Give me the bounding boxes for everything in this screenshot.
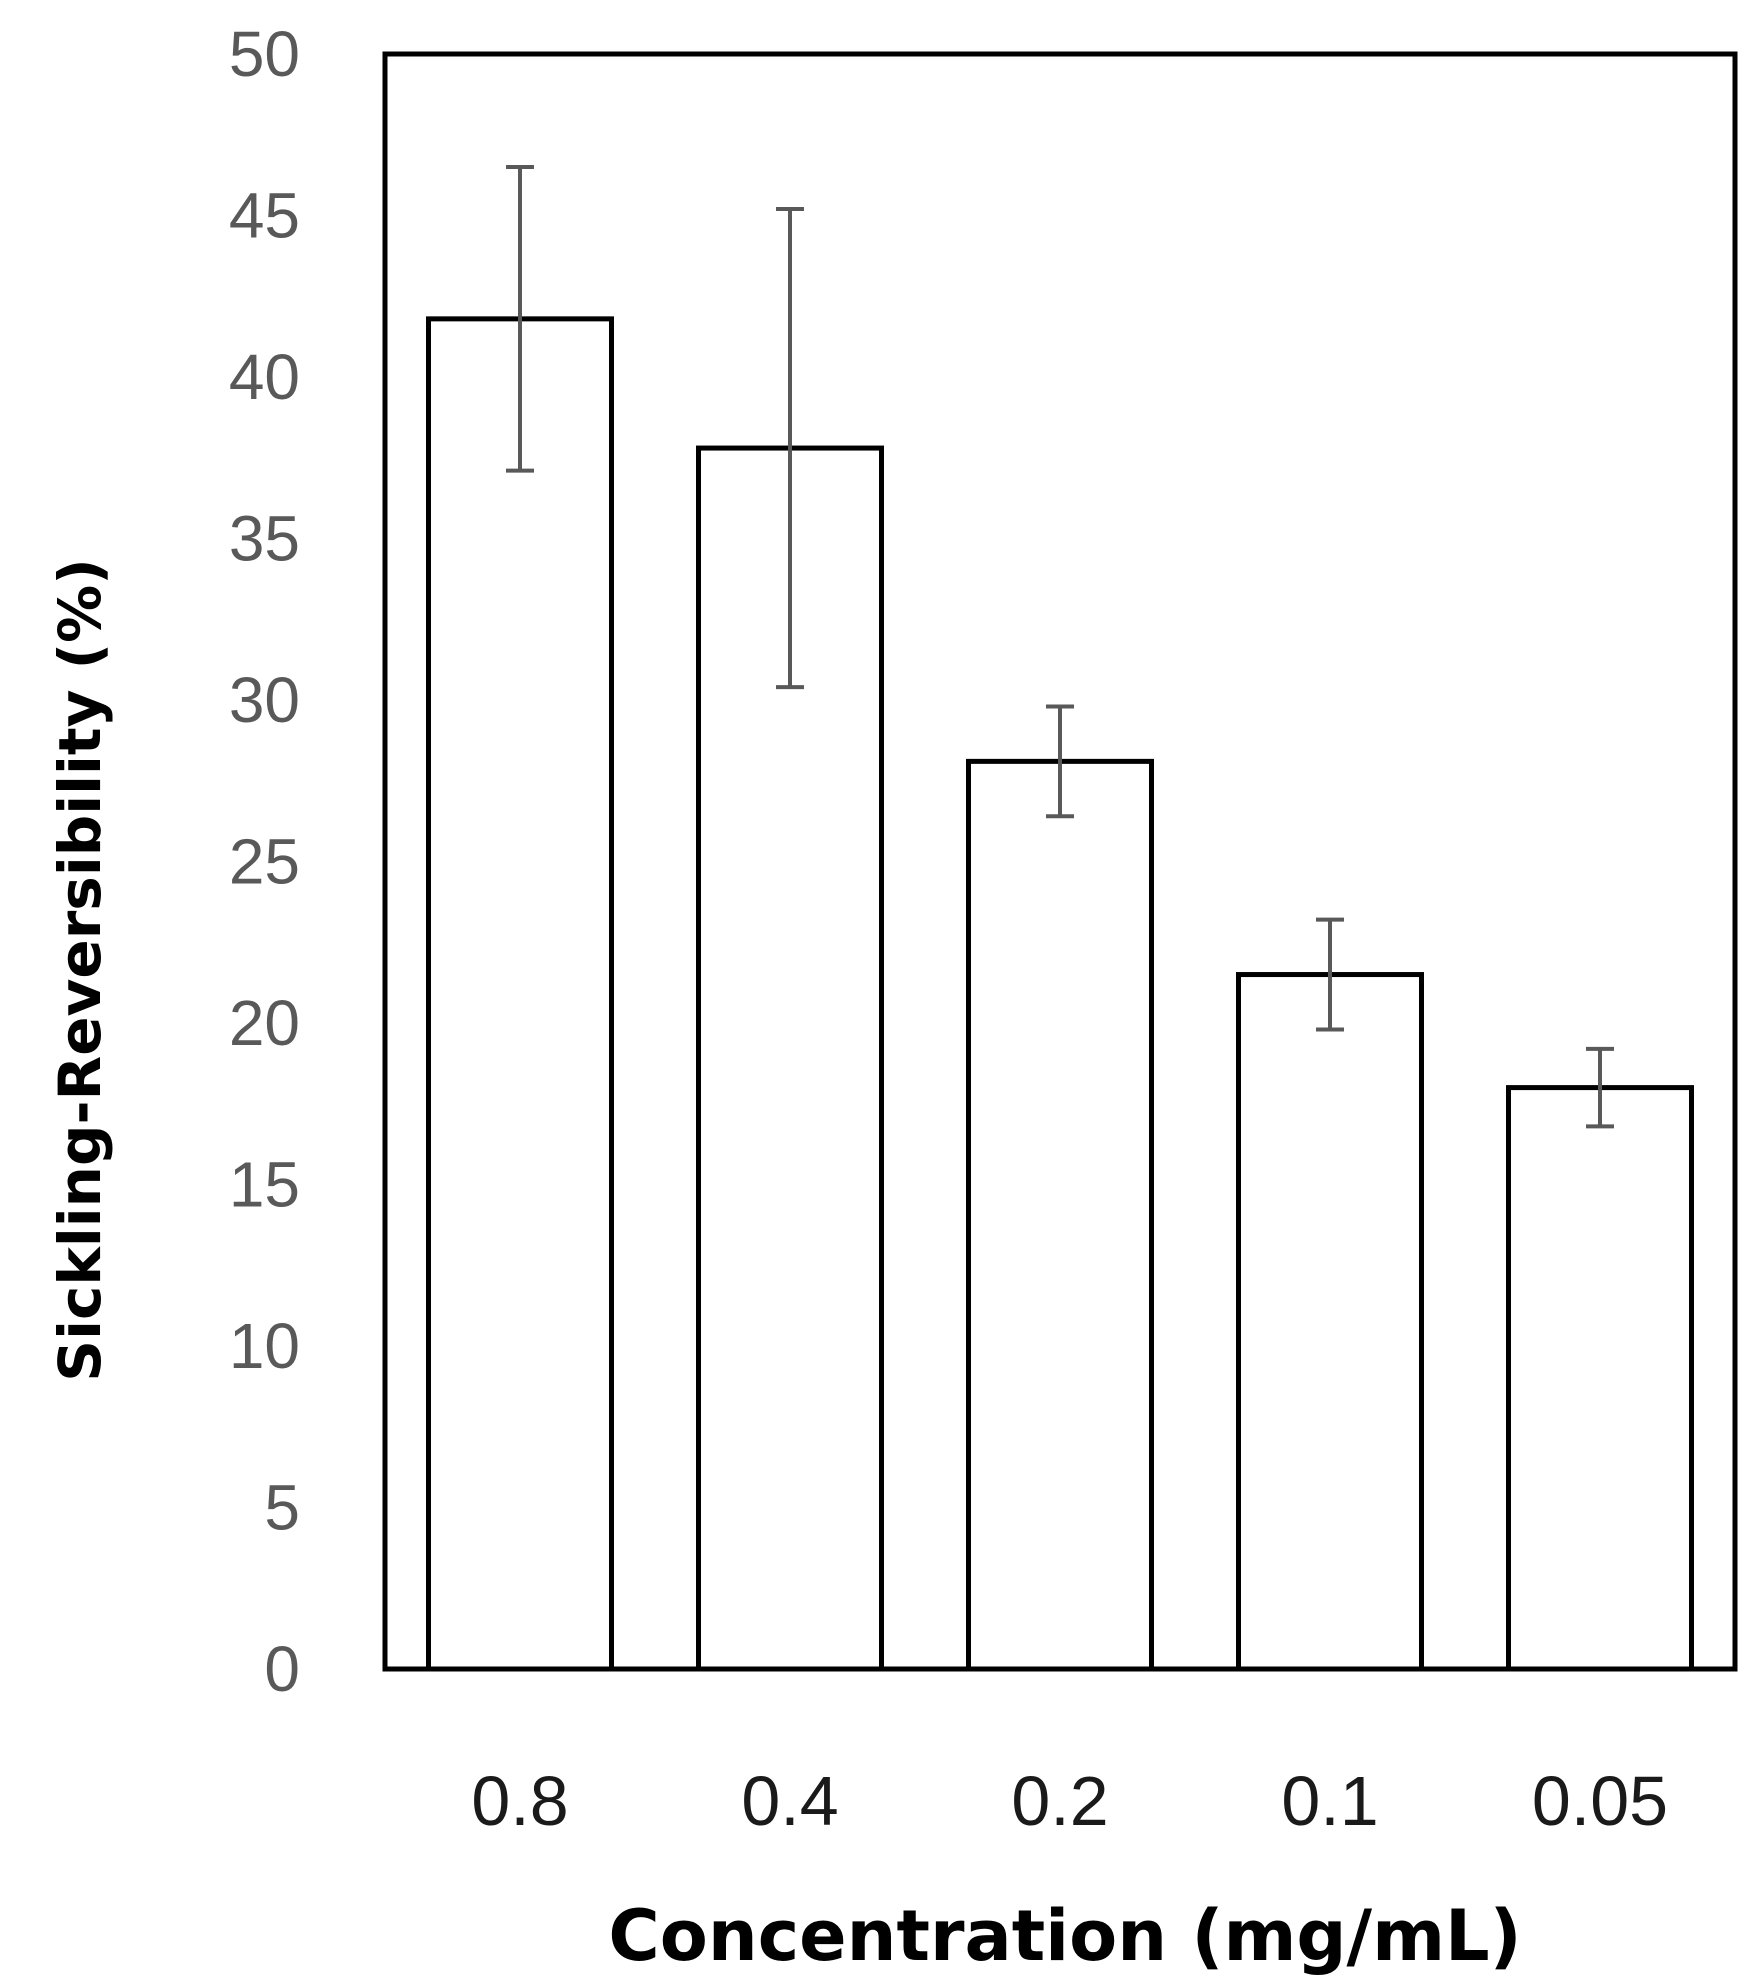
y-tick-label: 10 — [229, 1310, 300, 1382]
error-bar — [776, 207, 804, 690]
y-tick-label: 5 — [264, 1472, 300, 1544]
error-bar — [1046, 704, 1074, 819]
y-tick-label: 0 — [264, 1633, 300, 1705]
y-tick-label: 50 — [229, 18, 300, 90]
y-tick-label: 20 — [229, 987, 300, 1059]
y-tick-label: 35 — [229, 503, 300, 575]
bar — [1236, 972, 1424, 1672]
bar — [426, 316, 614, 1672]
error-bars — [506, 165, 1614, 1129]
x-tick-label: 0.8 — [471, 1762, 568, 1840]
y-tick-label: 45 — [229, 180, 300, 252]
x-axis-title: Concentration (mg/mL) — [608, 1895, 1521, 1977]
x-tick-label: 0.05 — [1532, 1762, 1668, 1840]
error-bar — [506, 165, 534, 473]
error-bar — [1316, 917, 1344, 1032]
x-tick-label: 0.2 — [1011, 1762, 1108, 1840]
x-axis-ticks: 0.8 0.4 0.2 0.1 0.05 — [471, 1762, 1668, 1840]
x-tick-label: 0.1 — [1281, 1762, 1378, 1840]
bar — [966, 758, 1154, 1672]
bars — [426, 316, 1694, 1672]
y-tick-label: 15 — [229, 1149, 300, 1221]
y-tick-label: 40 — [229, 341, 300, 413]
bar — [1506, 1085, 1694, 1672]
x-tick-label: 0.4 — [741, 1762, 838, 1840]
y-tick-label: 25 — [229, 826, 300, 898]
y-axis-title: Sickling-Reversibility (%) — [46, 558, 114, 1381]
y-axis-ticks: 0 5 10 15 20 25 30 35 40 45 50 — [229, 18, 300, 1705]
y-tick-label: 30 — [229, 664, 300, 736]
error-bar — [1586, 1046, 1614, 1129]
